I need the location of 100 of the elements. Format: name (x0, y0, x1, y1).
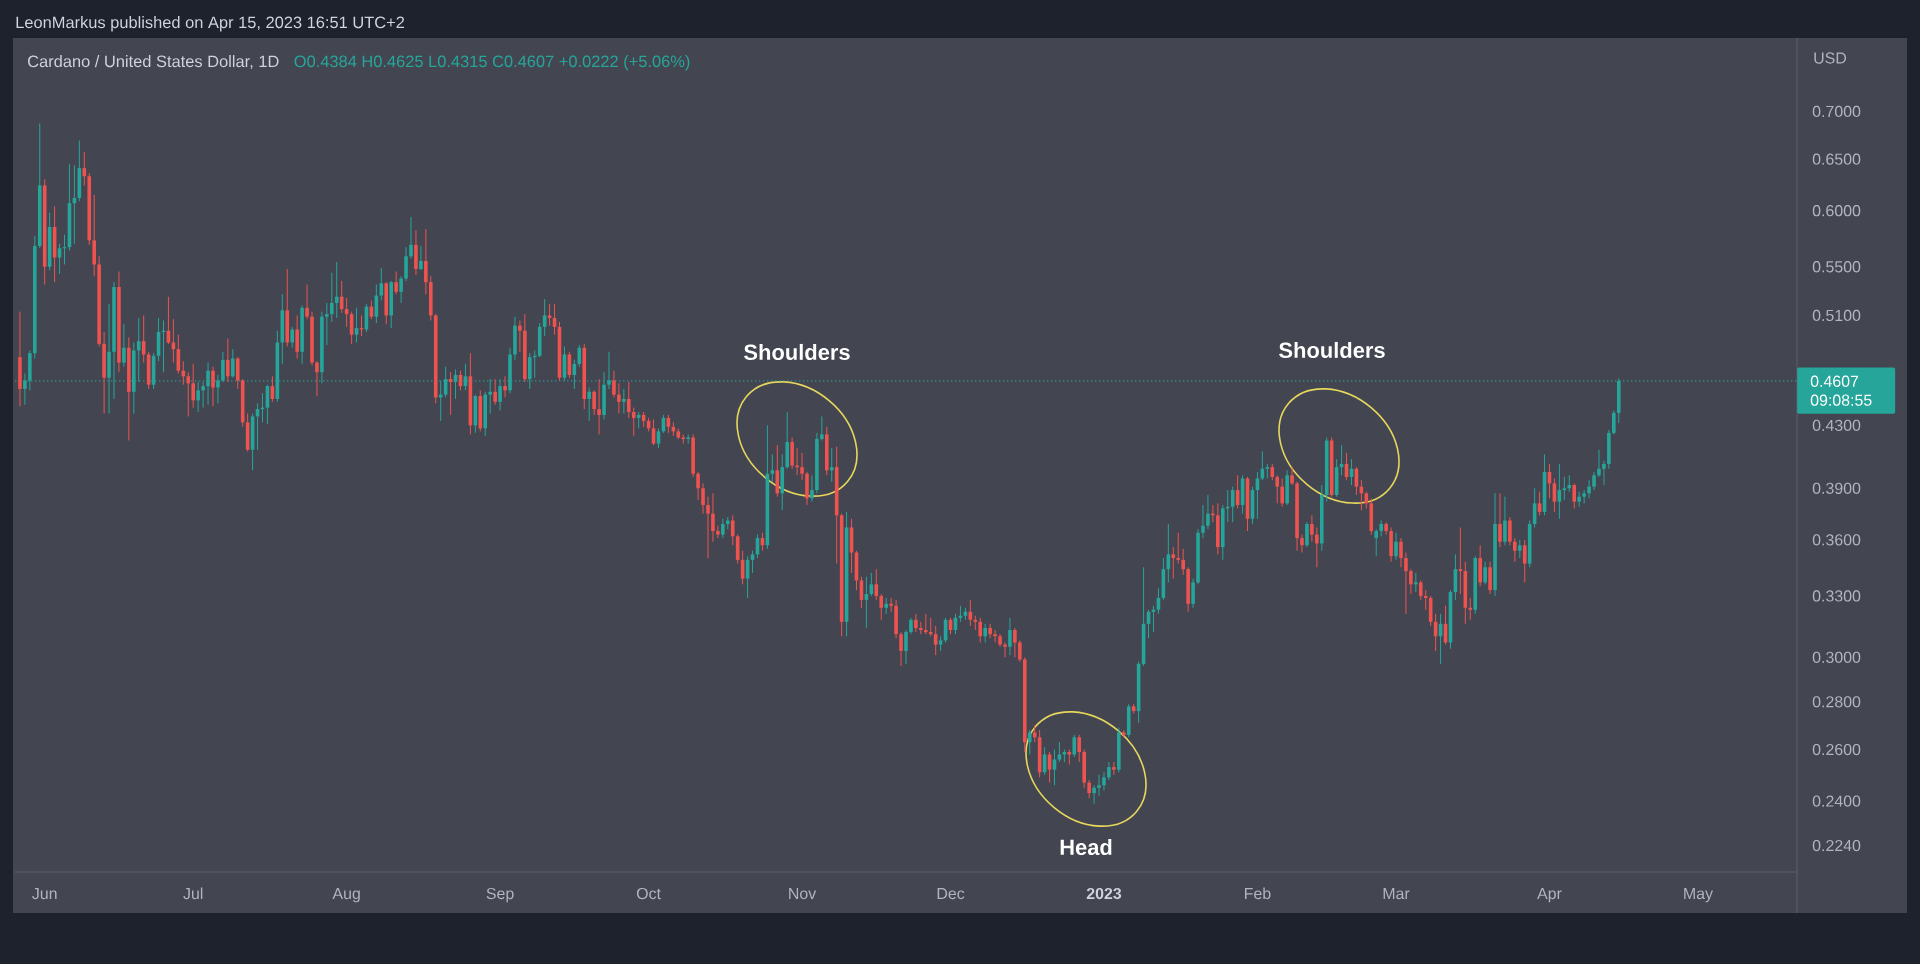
y-tick-label: 0.7000 (1812, 105, 1861, 118)
x-tick-label: Dec (937, 888, 965, 900)
candlestick (874, 568, 879, 601)
candlestick (146, 351, 151, 390)
candlestick (1112, 761, 1116, 776)
candlestick (1517, 539, 1522, 559)
candlestick (419, 245, 423, 271)
candlestick (1117, 727, 1121, 773)
candlestick (1077, 734, 1082, 763)
candlestick (364, 303, 369, 333)
candlestick (374, 284, 379, 324)
candlestick (1513, 537, 1517, 563)
candlestick (1161, 557, 1166, 601)
candlestick (433, 313, 438, 404)
x-tick-label: Apr (1537, 888, 1562, 903)
candlestick (839, 513, 844, 637)
candlestick (250, 412, 255, 471)
candlestick (329, 272, 334, 323)
y-tick-label: 0.6500 (1812, 153, 1861, 165)
candlestick (1305, 521, 1309, 548)
candlestick (626, 381, 631, 419)
candlestick (612, 370, 616, 398)
candlestick (592, 389, 596, 416)
candlestick (1562, 476, 1567, 501)
candlestick (1493, 492, 1497, 597)
y-tick-label: 0.3300 (1812, 590, 1861, 602)
candlestick (523, 313, 527, 383)
candlestick (1319, 484, 1324, 552)
candlestick (1072, 734, 1077, 758)
candlestick (379, 267, 384, 301)
candlestick (765, 424, 770, 550)
candlestick (1542, 453, 1547, 516)
candlestick (186, 371, 191, 417)
candlestick (1453, 553, 1458, 601)
annotation: Head (1060, 838, 1112, 856)
candlestick (1126, 703, 1131, 738)
candlestick (1394, 532, 1398, 561)
candlestick (1245, 476, 1250, 532)
candlestick (1141, 566, 1146, 667)
candlestick (978, 617, 983, 643)
candlestick (859, 576, 864, 609)
candlestick (196, 381, 200, 413)
candlestick (97, 255, 101, 347)
candlestick (617, 382, 621, 414)
candlestick (1414, 572, 1418, 593)
y-tick-label: 0.2800 (1812, 696, 1861, 708)
candlestick (47, 212, 52, 271)
candlestick (1592, 471, 1596, 491)
candlestick (122, 323, 126, 368)
candlestick (52, 205, 57, 283)
candlestick (240, 378, 245, 428)
candlestick (820, 415, 824, 442)
candlestick (1607, 429, 1611, 470)
candlestick (325, 302, 329, 346)
candlestick (1082, 749, 1086, 789)
candlestick (498, 378, 502, 412)
candlestick (1522, 539, 1527, 583)
y-tick-label: 0.5100 (1812, 309, 1861, 322)
candlestick (245, 412, 250, 452)
candlestick (844, 511, 849, 637)
candlestick (1201, 504, 1205, 539)
text: LeonMarkus published on Apr 15, 2023 16:51 UTC+2 (16, 16, 405, 32)
candlestick (1572, 482, 1577, 509)
candlestick (582, 343, 587, 410)
candlestick (176, 334, 181, 375)
candlestick (384, 281, 389, 325)
candlestick (745, 555, 750, 599)
candlestick (701, 482, 705, 515)
candlestick (1612, 410, 1616, 435)
candlestick (87, 172, 92, 246)
candlestick (181, 360, 186, 386)
candlestick (1196, 528, 1200, 585)
candlestick (1280, 478, 1284, 508)
candlestick (587, 387, 591, 422)
x-tick-label: Sep (486, 887, 514, 903)
candlestick (1532, 487, 1537, 528)
annotation: Shoulders (744, 343, 850, 361)
candlestick (1389, 526, 1393, 563)
candlestick (1428, 595, 1433, 627)
candlestick (354, 307, 359, 344)
candlestick (696, 471, 700, 501)
candlestick (1240, 474, 1245, 515)
candlestick (1369, 497, 1374, 536)
candlestick (67, 163, 72, 252)
candlestick (1409, 568, 1413, 595)
candlestick (889, 597, 893, 613)
candlestick (1468, 597, 1473, 621)
x-tick-label: Oct (636, 887, 661, 900)
y-tick-label: 0.5500 (1812, 261, 1861, 273)
candlestick (156, 317, 161, 362)
candlestick (235, 356, 240, 390)
candlestick (1250, 486, 1255, 525)
candlestick (740, 550, 745, 585)
candlestick (1220, 504, 1225, 561)
candlestick (1582, 489, 1586, 504)
candlestick (805, 471, 809, 506)
candlestick (834, 446, 839, 565)
candlestick (42, 178, 47, 286)
candlestick (631, 407, 636, 437)
candlestick (914, 613, 918, 633)
